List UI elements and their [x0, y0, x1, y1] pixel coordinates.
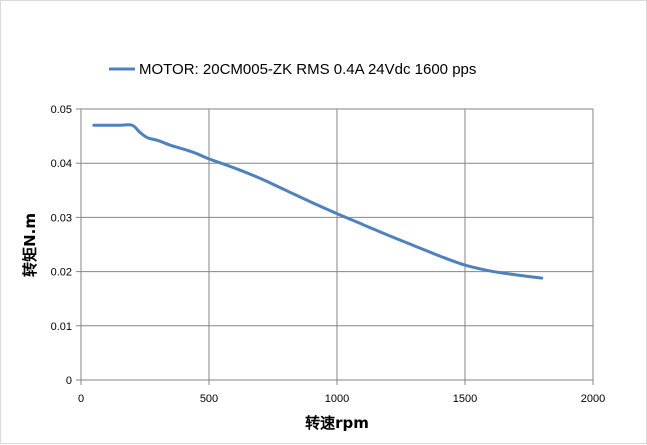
x-tick-label: 1500 — [453, 393, 477, 405]
y-tick-label: 0.01 — [51, 321, 72, 333]
x-axis-title: 转速rpm — [305, 414, 369, 432]
series-line — [92, 123, 544, 280]
x-tick-label: 1000 — [325, 393, 349, 405]
axes — [76, 108, 594, 385]
y-tick-label: 0.05 — [51, 104, 72, 116]
tick-labels: 0 0.01 0.02 0.03 0.04 0.05 0 500 1000 1500 2000 — [51, 104, 606, 405]
y-tick-label: 0.02 — [51, 267, 72, 279]
x-tick-label: 2000 — [581, 393, 605, 405]
legend-label: MOTOR: 20CM005-ZK RMS 0.4A 24Vdc 1600 pp… — [139, 61, 476, 78]
gridlines — [81, 108, 594, 380]
series-layer — [92, 123, 544, 280]
y-tick-label: 0.04 — [51, 158, 72, 170]
y-axis-title: 转矩N.m — [21, 213, 39, 277]
y-tick-label: 0 — [66, 375, 72, 387]
x-tick-label: 0 — [78, 393, 84, 405]
y-tick-label: 0.03 — [51, 212, 72, 224]
x-tick-label: 500 — [200, 393, 218, 405]
legend: MOTOR: 20CM005-ZK RMS 0.4A 24Vdc 1600 pp… — [109, 61, 476, 78]
